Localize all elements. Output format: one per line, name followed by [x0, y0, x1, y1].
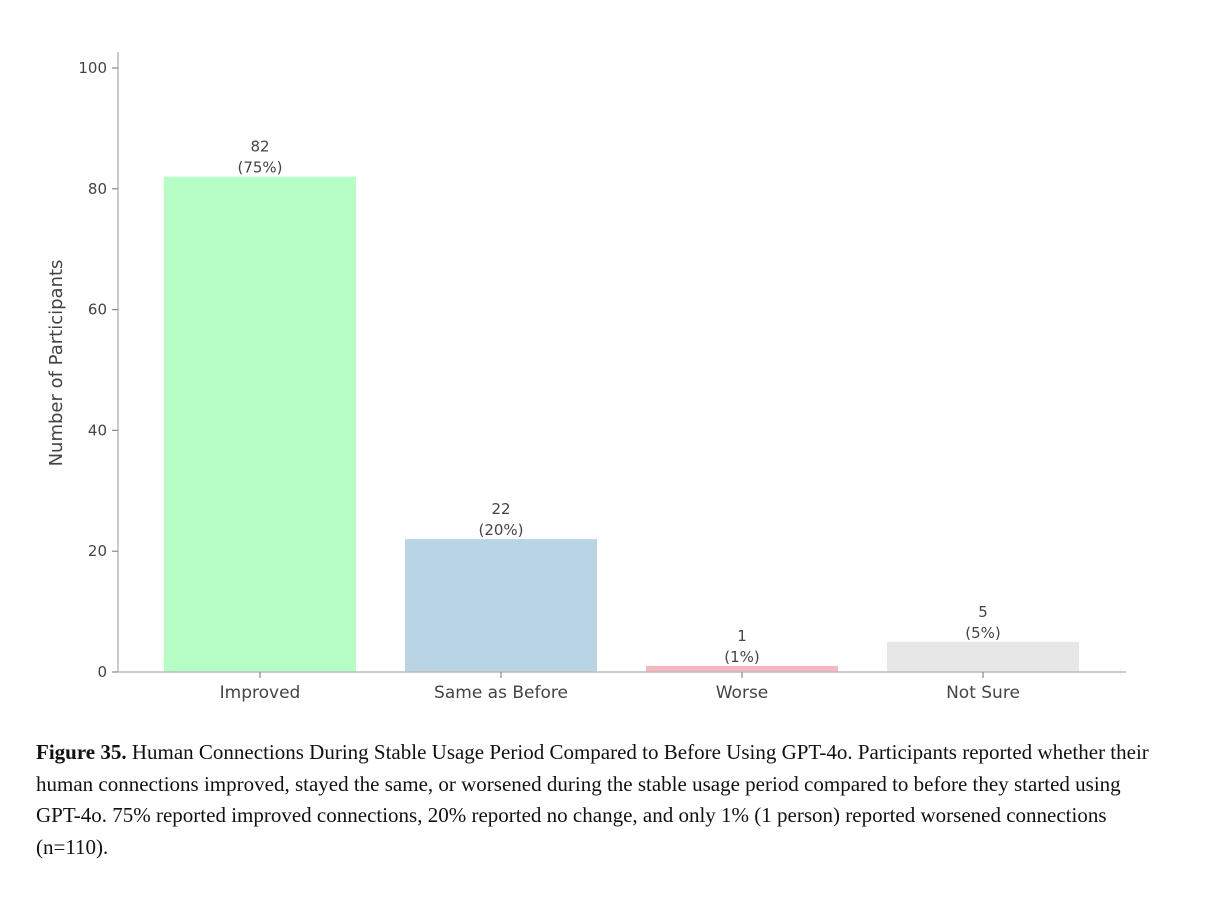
- bar-improved: [164, 176, 356, 672]
- x-axis-ticks: Improved Same as Before Worse Not Sure: [220, 672, 1020, 703]
- x-tick-label: Improved: [220, 683, 301, 703]
- bar-value-label: 1: [737, 627, 747, 645]
- y-axis-title: Number of Participants: [46, 260, 67, 467]
- bar-percent-label: (20%): [478, 521, 523, 539]
- bar-percent-label: (75%): [237, 159, 282, 177]
- figure-label: Figure 35.: [36, 740, 127, 764]
- x-tick-label: Not Sure: [946, 683, 1020, 703]
- bar-value-label: 82: [250, 138, 269, 156]
- figure-caption-text: Human Connections During Stable Usage Pe…: [36, 740, 1149, 859]
- bar-worse: [646, 665, 838, 672]
- bars-group: [164, 176, 1079, 672]
- y-tick-label: 40: [88, 421, 107, 439]
- bar-chart: 82 (75%) 22 (20%) 1 (1%) 5 (5%) 0 20 40 60 80 100 Im…: [46, 52, 1126, 703]
- y-tick-label: 80: [88, 180, 107, 198]
- y-tick-label: 60: [88, 301, 107, 319]
- bar-value-label: 22: [491, 500, 510, 518]
- bar-percent-label: (5%): [965, 624, 1001, 642]
- y-tick-label: 100: [78, 59, 107, 77]
- y-axis-ticks: 0 20 40 60 80 100: [78, 59, 118, 681]
- x-tick-label: Same as Before: [434, 683, 568, 703]
- bar-same-as-before: [405, 539, 597, 672]
- x-tick-label: Worse: [716, 683, 769, 703]
- bar-value-label: 5: [978, 603, 988, 621]
- data-labels-group: 82 (75%) 22 (20%) 1 (1%) 5 (5%): [237, 138, 1000, 666]
- figure-caption: Figure 35. Human Connections During Stab…: [36, 737, 1156, 863]
- y-tick-label: 20: [88, 542, 107, 560]
- bar-percent-label: (1%): [724, 648, 760, 666]
- y-tick-label: 0: [97, 663, 107, 681]
- bar-not-sure: [887, 641, 1079, 672]
